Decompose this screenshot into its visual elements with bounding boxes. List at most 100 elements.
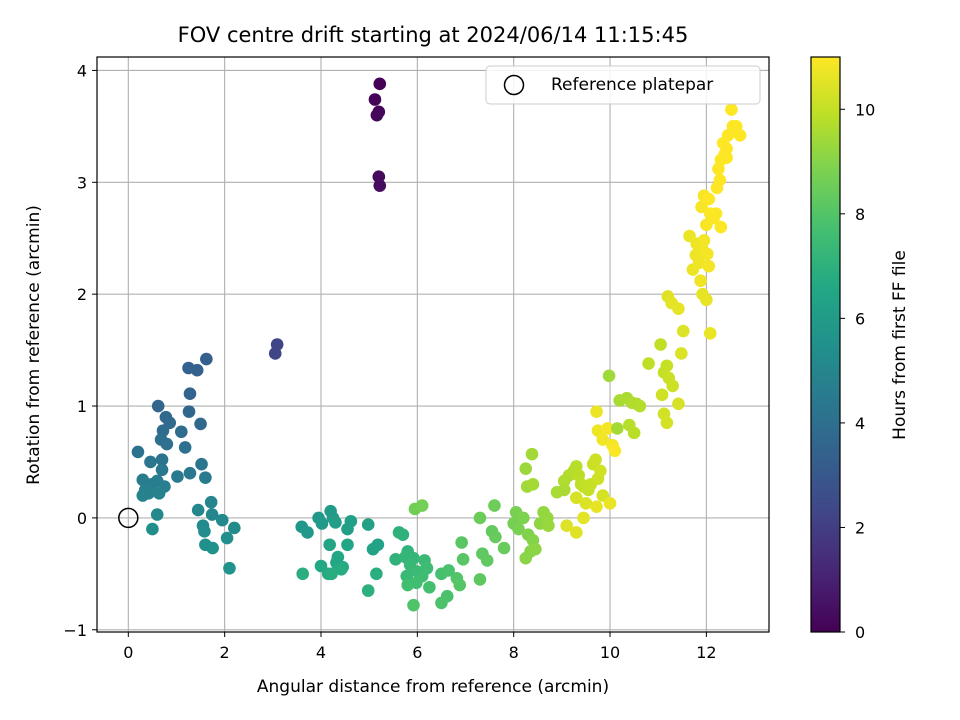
data-point [702, 192, 716, 206]
data-point [697, 234, 711, 247]
data-point [191, 503, 205, 517]
data-point [733, 129, 747, 142]
y-tick-label: 1 [77, 397, 87, 416]
data-point [442, 564, 455, 577]
x-tick-label: 0 [123, 643, 133, 662]
data-point [692, 256, 706, 270]
data-point [373, 179, 387, 192]
data-point [642, 357, 655, 370]
data-point [660, 416, 674, 430]
data-point [160, 437, 174, 451]
reference-marker [118, 507, 139, 529]
data-point [423, 580, 436, 594]
colorbar-gradient [810, 56, 841, 633]
x-tick-label: 8 [509, 643, 519, 662]
data-point [557, 483, 571, 497]
data-point [200, 352, 213, 366]
data-point [341, 538, 354, 552]
data-point [136, 489, 150, 502]
y-tick-label: 3 [77, 173, 87, 192]
data-point [456, 552, 470, 566]
data-point [666, 379, 679, 393]
grid-lines [97, 57, 769, 632]
data-point [720, 151, 733, 164]
data-point [155, 463, 169, 477]
data-point [194, 417, 207, 431]
data-point [415, 499, 429, 512]
data-point [131, 445, 145, 459]
data-point [368, 93, 382, 106]
legend-marker-open-circle [503, 74, 525, 96]
data-point [610, 422, 624, 435]
data-point [435, 596, 448, 610]
data-point [220, 531, 234, 545]
data-point [366, 542, 380, 556]
data-point [152, 486, 166, 500]
data-point [660, 359, 674, 373]
x-axis-ticks: 0 2 4 6 8 10 12 [123, 632, 717, 662]
data-point [601, 422, 614, 435]
data-points [131, 77, 747, 612]
data-point [453, 578, 467, 592]
data-point [577, 511, 590, 525]
data-point [700, 293, 713, 307]
data-point [223, 561, 236, 575]
data-point [198, 525, 211, 538]
data-point [146, 522, 159, 536]
data-point [171, 470, 184, 483]
data-point [655, 388, 669, 402]
data-point [334, 563, 348, 576]
y-tick-label: 2 [77, 285, 87, 304]
data-point [608, 444, 622, 458]
data-point [370, 108, 384, 122]
data-point [594, 464, 607, 478]
data-point [672, 397, 685, 411]
data-point [296, 567, 309, 581]
colorbar-tick-label: 6 [855, 309, 865, 328]
x-tick-label: 10 [600, 643, 620, 662]
data-point [329, 516, 342, 529]
data-point [713, 173, 727, 187]
data-point [676, 324, 690, 338]
plot-frame [96, 56, 770, 633]
data-point [325, 567, 338, 581]
data-point [512, 522, 525, 536]
data-point [590, 500, 603, 514]
data-point [301, 526, 314, 539]
colorbar-tick-label: 2 [855, 518, 865, 537]
y-tick-label: −1 [63, 621, 87, 640]
data-point [654, 338, 667, 351]
data-point [672, 302, 685, 316]
data-point [401, 578, 415, 592]
data-point [206, 541, 219, 555]
data-point [473, 573, 487, 586]
data-point [178, 441, 192, 454]
colorbar-label: Hours from first FF file [890, 250, 910, 440]
data-point [570, 491, 583, 505]
legend-box [485, 65, 761, 105]
data-point [702, 259, 716, 273]
data-point [590, 405, 603, 418]
colorbar-ticks: 0 2 4 6 8 10 [840, 100, 875, 642]
y-axis-label: Rotation from reference (arcmin) [24, 205, 44, 485]
data-point [560, 519, 573, 533]
data-point [361, 518, 375, 531]
data-point [455, 536, 468, 549]
data-point [675, 347, 688, 360]
data-point [195, 457, 208, 471]
data-point [473, 511, 487, 525]
colorbar-tick-label: 0 [855, 623, 865, 642]
y-tick-label: 4 [77, 61, 87, 80]
data-point [526, 478, 540, 491]
colorbar-tick-label: 4 [855, 414, 865, 433]
y-axis-ticks: −1 0 1 2 3 4 [63, 61, 97, 640]
data-point [205, 508, 219, 521]
data-point [725, 103, 738, 116]
data-point [183, 466, 197, 480]
data-point [709, 207, 723, 220]
colorbar: 0 2 4 6 8 10 Hours from first FF file [810, 56, 910, 642]
data-point [525, 447, 539, 461]
data-point [268, 347, 282, 360]
y-tick-label: 0 [77, 509, 87, 528]
data-point [361, 584, 375, 597]
